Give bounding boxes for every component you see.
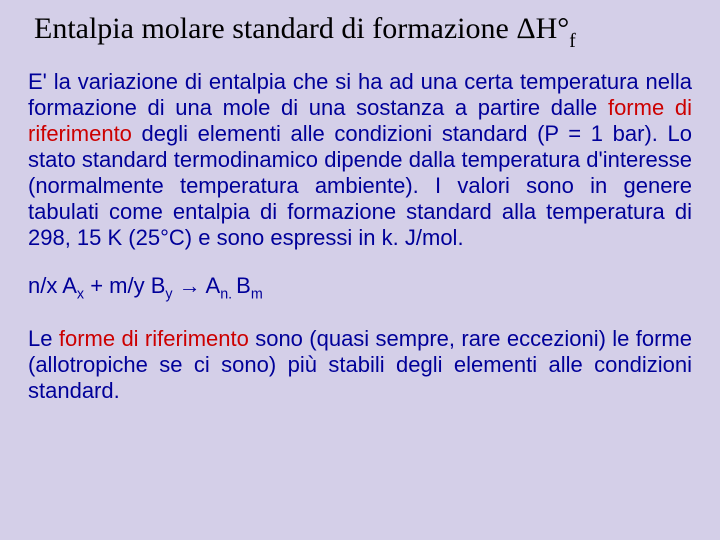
title-delta: Δ <box>516 12 535 45</box>
page-title: Entalpia molare standard di formazione Δ… <box>28 12 692 51</box>
p1-t1: E' la variazione di entalpia che si ha a… <box>28 69 692 120</box>
eq-t4: B <box>236 273 251 298</box>
title-h: H <box>536 12 558 45</box>
p2-t1: Le <box>28 326 59 351</box>
eq-s3: n. <box>220 286 236 302</box>
slide-content: Entalpia molare standard di formazione Δ… <box>0 0 720 540</box>
eq-s1: x <box>77 286 84 302</box>
eq-t2: + m/y B <box>84 273 165 298</box>
eq-s4: m <box>251 286 263 302</box>
eq-t3: A <box>206 273 221 298</box>
eq-t1: n/x A <box>28 273 77 298</box>
p2-forme: forme di riferimento <box>59 326 249 351</box>
title-degree: ° <box>557 12 569 45</box>
paragraph-1: E' la variazione di entalpia che si ha a… <box>28 69 692 251</box>
paragraph-2: Le forme di riferimento sono (quasi semp… <box>28 326 692 404</box>
title-sub-f: f <box>569 31 576 52</box>
title-text-pre: Entalpia molare standard di formazione <box>34 12 516 45</box>
eq-s2: y <box>165 286 172 302</box>
equation-line: n/x Ax + m/y By → An. Bm <box>28 273 692 302</box>
eq-arrow: → <box>173 273 206 298</box>
